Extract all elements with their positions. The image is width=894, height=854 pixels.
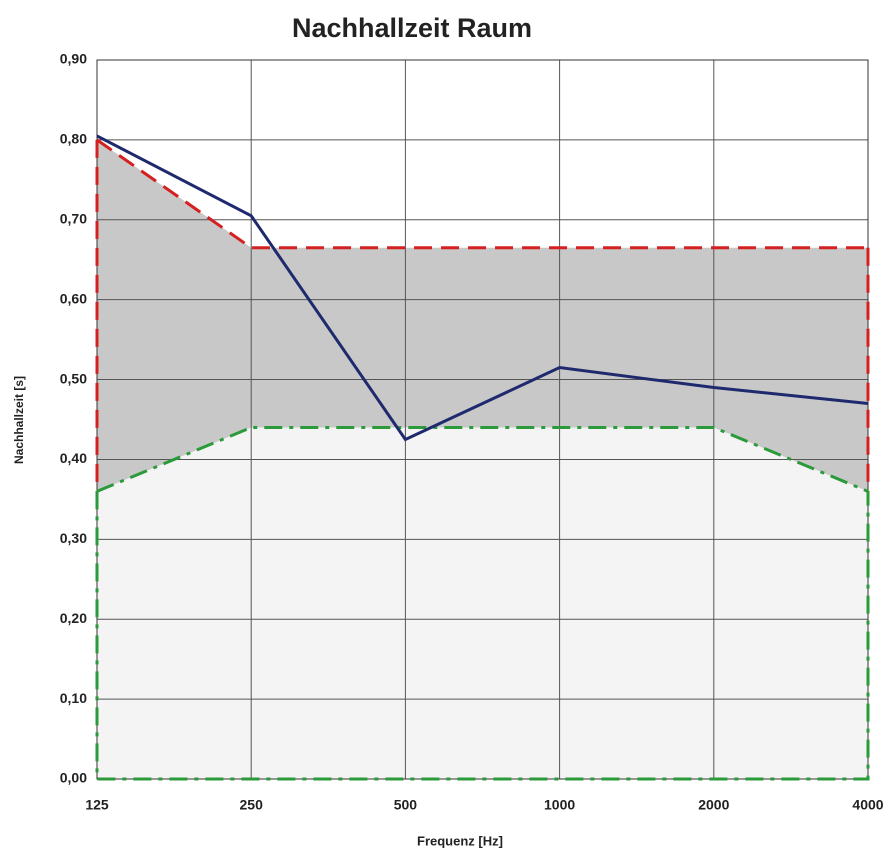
x-tick-label: 1000 <box>544 797 575 813</box>
y-tick-label: 0,20 <box>60 610 87 626</box>
x-tick-label: 125 <box>85 797 109 813</box>
y-tick-label: 0,90 <box>60 51 87 67</box>
tolerance-band <box>97 139 868 492</box>
x-axis-label: Frequenz [Hz] <box>417 833 503 848</box>
x-tick-label: 2000 <box>698 797 729 813</box>
y-tick-label: 0,10 <box>60 690 87 706</box>
series-line <box>96 134 869 442</box>
lower-area <box>97 427 868 779</box>
y-tick-label: 0,00 <box>60 770 87 786</box>
y-tick-label: 0,50 <box>60 370 87 386</box>
series-line <box>96 138 868 250</box>
x-tick-label: 500 <box>394 797 418 813</box>
y-tick-label: 0,60 <box>60 290 87 306</box>
x-tick-label: 250 <box>240 797 264 813</box>
y-tick-label: 0,80 <box>60 131 87 147</box>
upper-limit-edge <box>95 139 870 492</box>
y-tick-label: 0,70 <box>60 210 87 226</box>
y-tick-label: 0,30 <box>60 530 87 546</box>
chart-title: Nachhallzeit Raum <box>292 13 532 43</box>
series-line <box>96 425 869 493</box>
y-axis-label: Nachhallzeit [s] <box>12 376 26 464</box>
lower-limit-edge <box>95 491 870 781</box>
x-tick-label: 4000 <box>852 797 883 813</box>
y-tick-label: 0,40 <box>60 450 87 466</box>
